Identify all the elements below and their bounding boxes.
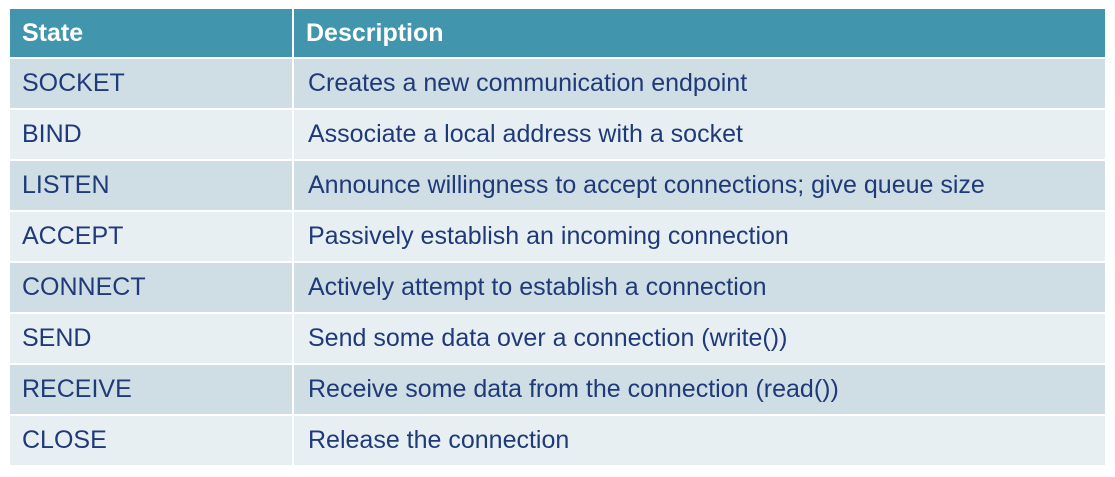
description-cell: Actively attempt to establish a connecti…	[292, 261, 1105, 313]
state-cell: LISTEN	[10, 159, 293, 211]
description-cell: Receive some data from the connection (r…	[292, 363, 1105, 415]
state-cell: RECEIVE	[10, 363, 293, 415]
description-cell: Passively establish an incoming connecti…	[292, 210, 1105, 262]
table-row: SEND Send some data over a connection (w…	[10, 312, 1105, 364]
table-header: State Description	[10, 9, 1105, 58]
table-row: CONNECT Actively attempt to establish a …	[10, 261, 1105, 313]
table-row: BIND Associate a local address with a so…	[10, 108, 1105, 160]
table-row: CLOSE Release the connection	[10, 414, 1105, 465]
state-cell: BIND	[10, 108, 293, 160]
socket-primitives-table: State Description SOCKET Creates a new c…	[10, 9, 1105, 465]
table-row: RECEIVE Receive some data from the conne…	[10, 363, 1105, 415]
table-row: ACCEPT Passively establish an incoming c…	[10, 210, 1105, 262]
state-cell: SOCKET	[10, 57, 293, 109]
table-body: SOCKET Creates a new communication endpo…	[10, 57, 1105, 465]
state-cell: SEND	[10, 312, 293, 364]
description-cell: Send some data over a connection (write(…	[292, 312, 1105, 364]
state-cell: CONNECT	[10, 261, 293, 313]
state-cell: CLOSE	[10, 414, 293, 465]
description-cell: Announce willingness to accept connectio…	[292, 159, 1105, 211]
table-row: LISTEN Announce willingness to accept co…	[10, 159, 1105, 211]
table-row: SOCKET Creates a new communication endpo…	[10, 57, 1105, 109]
description-cell: Associate a local address with a socket	[292, 108, 1105, 160]
header-state: State	[10, 9, 293, 58]
header-row: State Description	[10, 9, 1105, 58]
description-cell: Creates a new communication endpoint	[292, 57, 1105, 109]
description-cell: Release the connection	[292, 414, 1105, 465]
header-description: Description	[292, 9, 1105, 58]
state-cell: ACCEPT	[10, 210, 293, 262]
